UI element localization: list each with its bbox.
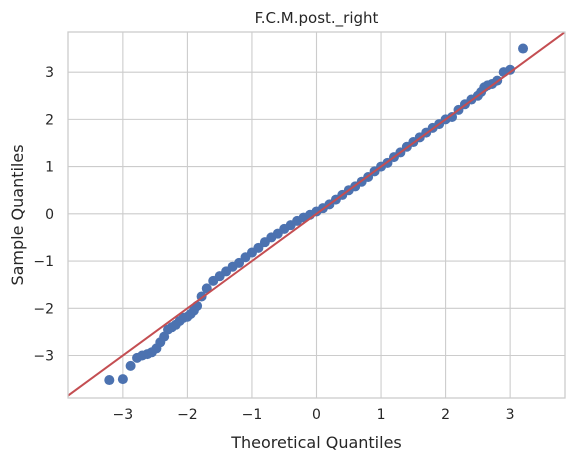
x-tick-label: 3 bbox=[506, 407, 515, 423]
data-point bbox=[104, 375, 114, 385]
y-tick-label: 3 bbox=[45, 65, 54, 81]
x-axis-label: Theoretical Quantiles bbox=[230, 433, 402, 452]
chart-title: F.C.M.post._right bbox=[255, 9, 379, 28]
y-tick-label: −3 bbox=[33, 348, 54, 364]
x-tick-label: 0 bbox=[312, 407, 321, 423]
x-tick-label: 2 bbox=[441, 407, 450, 423]
y-tick-labels: −3 −2 −1 0 1 2 3 bbox=[33, 65, 54, 364]
data-point bbox=[118, 374, 128, 384]
data-point bbox=[126, 361, 136, 371]
y-tick-label: −2 bbox=[33, 301, 54, 317]
x-tick-label: 1 bbox=[377, 407, 386, 423]
y-tick-label: 0 bbox=[45, 207, 54, 223]
y-tick-label: 2 bbox=[45, 112, 54, 128]
x-tick-labels: −3 −2 −1 0 1 2 3 bbox=[113, 407, 515, 423]
x-tick-label: −2 bbox=[177, 407, 198, 423]
y-axis-label: Sample Quantiles bbox=[8, 144, 27, 285]
data-point bbox=[518, 44, 528, 54]
y-tick-label: −1 bbox=[33, 254, 54, 270]
y-tick-label: 1 bbox=[45, 160, 54, 176]
x-tick-label: −3 bbox=[113, 407, 134, 423]
x-tick-label: −1 bbox=[242, 407, 263, 423]
